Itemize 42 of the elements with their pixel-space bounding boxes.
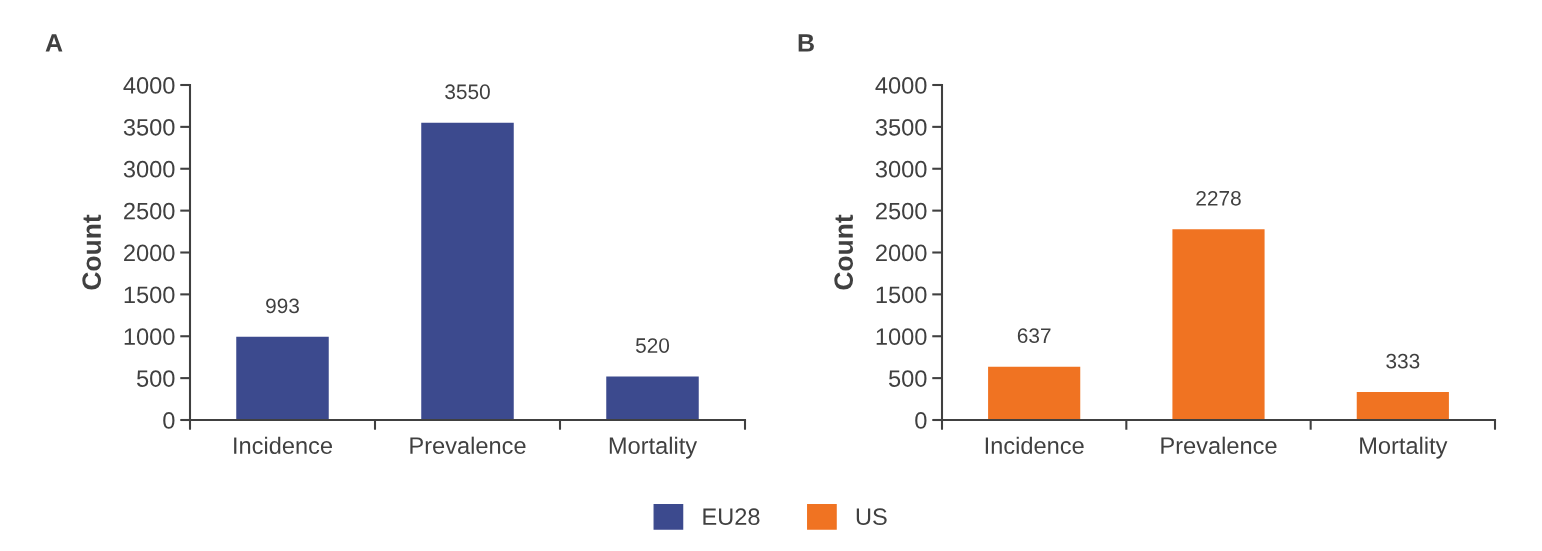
y-tick-label: 0 <box>915 412 927 429</box>
x-tick-label: Incidence <box>234 436 332 455</box>
y-tick-label: 0 <box>163 412 175 429</box>
x-tick-label: Prevalence <box>1161 436 1277 455</box>
y-tick-label: 3500 <box>875 118 927 136</box>
y-tick-label: 1500 <box>124 286 175 304</box>
y-tick-label: 1000 <box>876 328 927 346</box>
y-tick-label: 2500 <box>124 202 175 220</box>
bar <box>1356 392 1449 420</box>
legend-label: US <box>856 508 887 526</box>
y-axis-title: Count <box>834 214 854 290</box>
data-label: 3550 <box>445 84 490 100</box>
data-label: 333 <box>1386 353 1420 369</box>
y-tick-label: 500 <box>888 370 927 387</box>
data-label: 637 <box>1017 328 1051 344</box>
data-label: 2278 <box>1196 190 1241 206</box>
bar <box>606 376 699 420</box>
chart-title: B <box>798 34 814 52</box>
data-label: 520 <box>635 338 670 353</box>
y-tick-label: 2000 <box>124 244 175 262</box>
y-tick-label: 1000 <box>124 328 175 346</box>
bar <box>1172 229 1265 420</box>
chart-title: A <box>45 34 63 52</box>
bar <box>236 336 329 420</box>
bar <box>421 122 514 420</box>
y-tick-label: 4000 <box>875 77 927 94</box>
y-tick-label: 4000 <box>123 77 175 94</box>
y-tick-label: 3000 <box>123 160 175 178</box>
y-axis-title: Count <box>82 214 102 290</box>
y-tick-label: 2000 <box>876 244 927 262</box>
y-tick-label: 2500 <box>876 202 927 220</box>
y-tick-label: 3000 <box>875 160 927 178</box>
bar <box>988 366 1081 420</box>
x-tick-label: Mortality <box>1360 436 1448 459</box>
x-tick-label: Prevalence <box>410 436 526 455</box>
data-label: 993 <box>266 298 299 314</box>
y-tick-label: 500 <box>136 370 175 387</box>
y-tick-label: 1500 <box>876 286 927 304</box>
x-tick-label: Mortality <box>609 436 698 459</box>
x-tick-label: Incidence <box>985 436 1084 455</box>
legend-label: EU28 <box>703 508 760 526</box>
y-tick-label: 3500 <box>123 118 175 136</box>
